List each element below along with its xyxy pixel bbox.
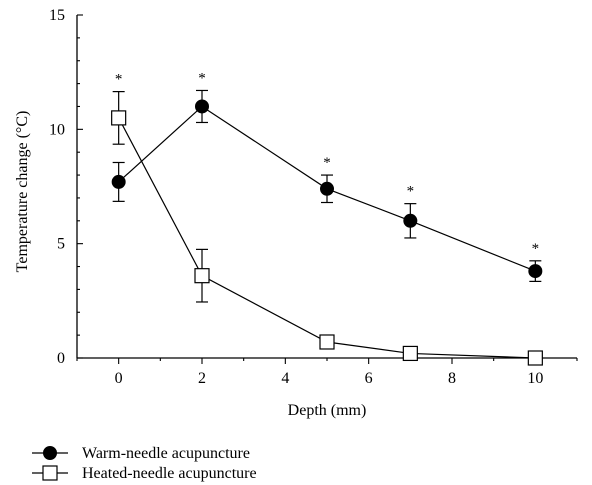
data-point xyxy=(319,334,335,350)
legend: Warm-needle acupuncture Heated-needle acu… xyxy=(32,445,257,482)
significance-marker: * xyxy=(323,155,331,171)
legend-item: Warm-needle acupuncture xyxy=(32,445,250,462)
x-tick-label: 10 xyxy=(527,370,543,387)
data-point xyxy=(194,268,210,284)
data-point xyxy=(528,264,543,279)
y-tick-label: 0 xyxy=(57,350,65,367)
x-tick-label: 4 xyxy=(281,370,289,387)
series-2 xyxy=(111,91,543,366)
data-point xyxy=(402,345,418,362)
x-tick-label: 6 xyxy=(365,370,373,387)
data-point xyxy=(320,181,334,196)
legend-label: Heated-needle acupuncture xyxy=(82,465,257,482)
series-1 xyxy=(111,89,543,282)
data-point xyxy=(527,350,543,366)
significance-marker: * xyxy=(198,70,206,86)
plot-area: * * * * * xyxy=(111,70,543,366)
data-point xyxy=(195,99,209,114)
x-axis-label: Depth (mm) xyxy=(288,402,367,419)
significance-marker: * xyxy=(115,72,123,88)
legend-marker xyxy=(42,465,58,481)
significance-marker: * xyxy=(407,184,415,200)
data-point xyxy=(403,213,418,228)
data-point xyxy=(111,174,126,189)
x-tick-label: 2 xyxy=(198,370,206,387)
axes: 0 5 10 15 0 2 4 6 8 10 xyxy=(49,7,578,387)
x-tick-label: 0 xyxy=(115,370,123,387)
legend-marker xyxy=(43,446,57,460)
y-tick-label: 5 xyxy=(57,236,65,253)
y-tick-label: 10 xyxy=(49,121,65,138)
x-tick-label: 8 xyxy=(448,370,456,387)
series-line xyxy=(118,117,536,359)
legend-label: Warm-needle acupuncture xyxy=(82,445,250,462)
y-tick-label: 15 xyxy=(49,7,65,24)
y-axis-label: Temperature change (°C) xyxy=(14,111,31,273)
significance-marker: * xyxy=(532,241,540,257)
data-point xyxy=(111,110,127,126)
legend-item: Heated-needle acupuncture xyxy=(32,465,257,482)
